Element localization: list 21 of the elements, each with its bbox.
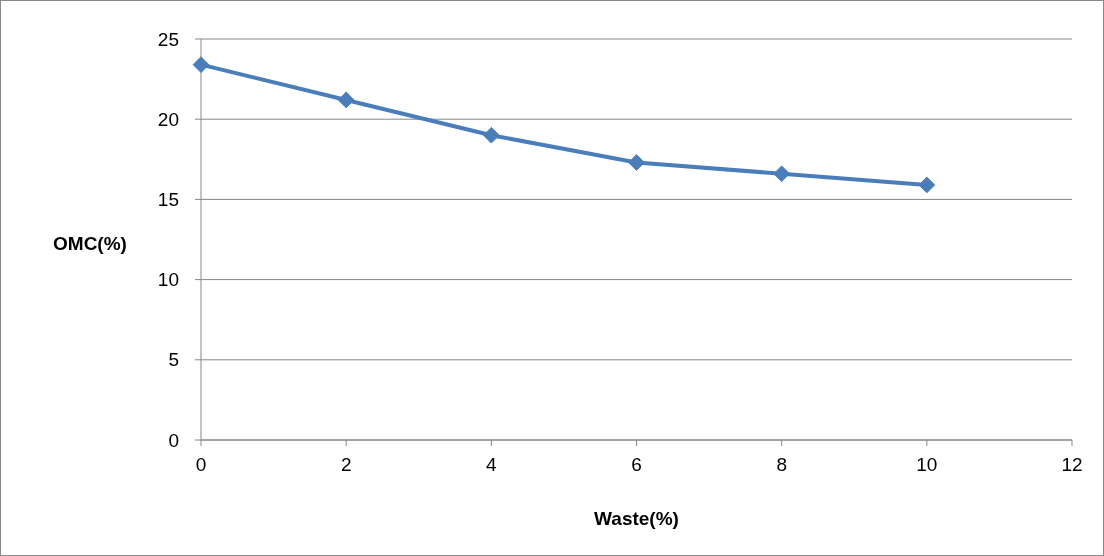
point — [628, 154, 645, 171]
y-tick-label: 15 — [157, 189, 179, 211]
y-tick-label: 10 — [157, 269, 179, 291]
x-tick-label: 6 — [631, 454, 642, 475]
point — [192, 56, 210, 74]
x-axis-title: Waste(%) — [594, 508, 679, 529]
x-tick-label: 10 — [916, 454, 938, 475]
y-axis-title: OMC(%) — [53, 232, 127, 254]
point — [918, 176, 936, 194]
point — [482, 126, 500, 144]
y-tick-label: 0 — [168, 429, 179, 451]
y-tick-label: 20 — [157, 108, 179, 130]
y-tick-label: 5 — [168, 349, 179, 371]
x-tick-label: 4 — [486, 454, 498, 475]
x-tick-label: 0 — [195, 454, 207, 475]
point — [773, 165, 791, 183]
y-tick-label: 25 — [157, 28, 179, 50]
x-tick-label: 8 — [776, 454, 787, 475]
x-tick-label: 2 — [340, 454, 352, 475]
point — [337, 91, 355, 109]
x-tick-label: 12 — [1061, 454, 1083, 475]
